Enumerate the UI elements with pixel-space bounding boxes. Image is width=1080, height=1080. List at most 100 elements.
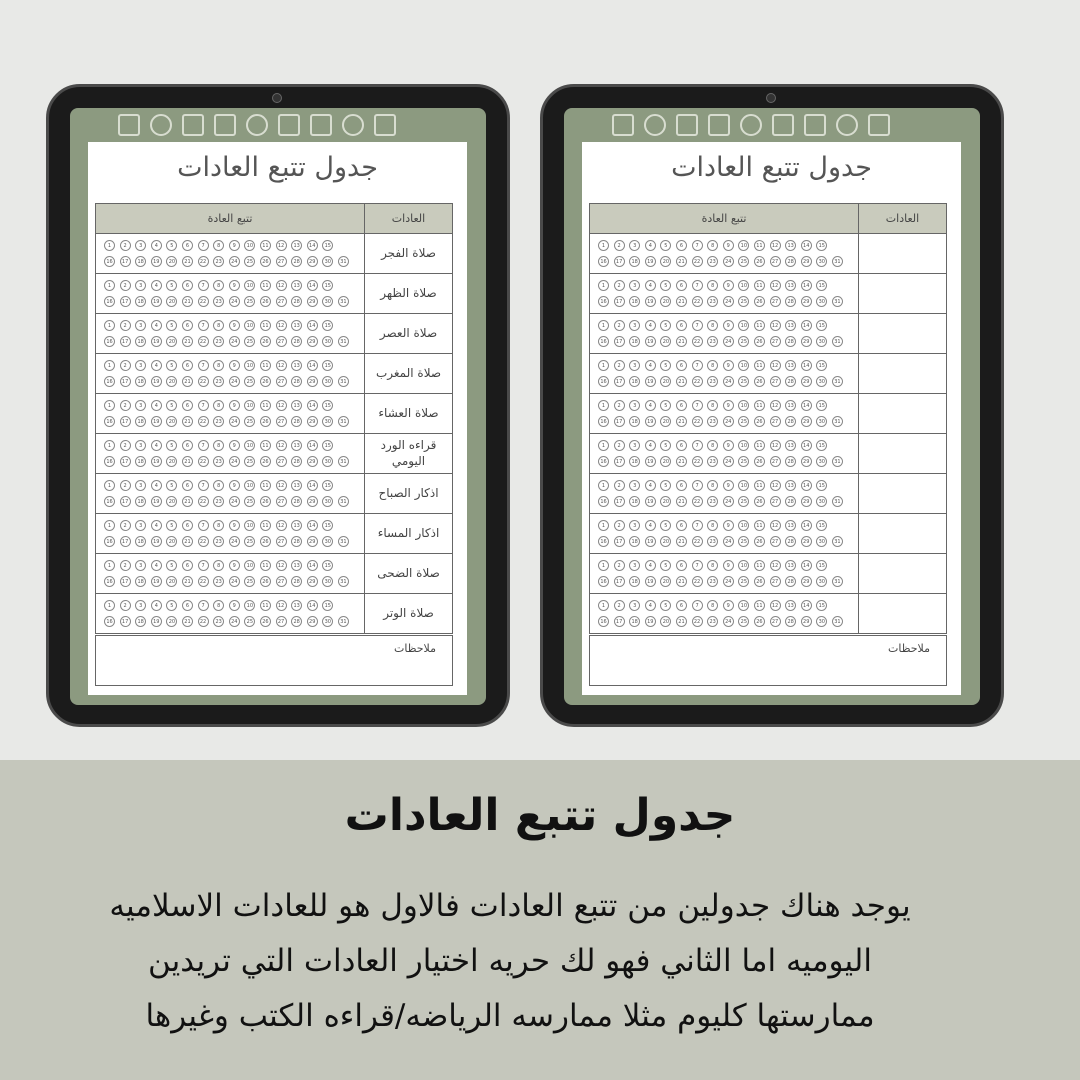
day-circle: 15	[322, 320, 334, 331]
day-circle: 14	[306, 560, 318, 571]
day-circle: 8	[213, 480, 225, 491]
day-circle: 10	[738, 560, 750, 571]
day-circle: 3	[629, 280, 641, 291]
day-circle: 19	[150, 256, 162, 267]
day-circle: 8	[213, 440, 225, 451]
day-circle: 31	[831, 296, 843, 307]
day-circle: 19	[644, 296, 656, 307]
day-circle: 15	[816, 480, 828, 491]
day-circle: 24	[722, 496, 734, 507]
day-circle: 6	[675, 440, 687, 451]
day-circle: 9	[722, 480, 734, 491]
day-circle: 5	[166, 400, 178, 411]
day-circle: 9	[722, 440, 734, 451]
day-circle: 28	[291, 536, 303, 547]
day-circle: 3	[135, 240, 147, 251]
day-circle: 21	[181, 616, 193, 627]
day-circle: 4	[150, 440, 162, 451]
day-circle: 7	[691, 280, 703, 291]
day-circle: 10	[738, 360, 750, 371]
day-circle: 6	[675, 360, 687, 371]
day-circle: 31	[337, 256, 349, 267]
day-row: 16 17 18 19 20 21 22 23 24 25 26 27 28 29 30 31	[104, 256, 349, 267]
day-circle: 1	[104, 280, 115, 291]
day-circle: 16	[104, 576, 115, 587]
icon	[150, 114, 172, 136]
day-circle: 8	[707, 520, 719, 531]
day-circle: 22	[691, 296, 703, 307]
day-circle: 26	[259, 616, 271, 627]
day-circle: 27	[769, 296, 781, 307]
day-circle: 11	[259, 480, 271, 491]
day-circle: 7	[691, 480, 703, 491]
day-circle: 10	[244, 440, 256, 451]
day-circle: 3	[629, 480, 641, 491]
day-circle: 16	[104, 336, 115, 347]
day-circle: 23	[213, 256, 225, 267]
day-circle: 4	[150, 480, 162, 491]
day-circle: 14	[306, 480, 318, 491]
day-circle: 18	[135, 456, 147, 467]
day-circle: 9	[722, 560, 734, 571]
day-circle: 1	[598, 280, 609, 291]
day-circle: 12	[769, 400, 781, 411]
day-circle: 16	[598, 496, 609, 507]
day-circle: 30	[322, 496, 334, 507]
day-circle: 16	[598, 536, 609, 547]
day-circle: 20	[660, 536, 672, 547]
day-circle: 24	[722, 456, 734, 467]
day-circle: 28	[291, 256, 303, 267]
day-circle: 10	[738, 440, 750, 451]
day-circle: 31	[831, 376, 843, 387]
day-circle: 19	[644, 496, 656, 507]
day-circle: 27	[275, 336, 287, 347]
tracking-cell: 1 2 3 4 5 6 7 8 9 10 11 12 13 14 15 16 17 18 19 20 21 22 23 24 2…	[589, 233, 859, 274]
day-circle: 17	[119, 456, 131, 467]
day-circle: 30	[322, 256, 334, 267]
day-circle: 13	[785, 560, 797, 571]
day-circle: 2	[613, 560, 625, 571]
day-circle: 17	[119, 376, 131, 387]
day-circle: 23	[213, 336, 225, 347]
day-circle: 1	[598, 240, 609, 251]
day-circle: 12	[275, 520, 287, 531]
habit-cell: اذكار المساء	[364, 513, 453, 554]
day-circle: 16	[104, 496, 115, 507]
day-circle: 12	[275, 400, 287, 411]
day-circle: 8	[707, 320, 719, 331]
day-circle: 2	[613, 360, 625, 371]
habit-cell: صلاة العصر	[364, 313, 453, 354]
day-circle: 14	[306, 400, 318, 411]
day-circle: 15	[322, 280, 334, 291]
day-circle: 30	[816, 616, 828, 627]
day-circle: 4	[644, 480, 656, 491]
day-circle: 18	[629, 616, 641, 627]
day-circle: 5	[166, 480, 178, 491]
day-circle: 16	[104, 296, 115, 307]
day-circle: 28	[291, 496, 303, 507]
day-circle: 6	[675, 480, 687, 491]
day-circle: 9	[722, 360, 734, 371]
day-circle: 23	[213, 376, 225, 387]
day-circle: 1	[598, 400, 609, 411]
day-circle: 31	[831, 496, 843, 507]
day-circle: 12	[769, 280, 781, 291]
day-row: 16 17 18 19 20 21 22 23 24 25 26 27 28 29 30 31	[104, 616, 349, 627]
habit-cell	[858, 393, 947, 434]
day-circle: 10	[244, 400, 256, 411]
day-circle: 17	[119, 496, 131, 507]
day-row: 1 2 3 4 5 6 7 8 9 10 11 12 13 14 15	[598, 480, 828, 491]
day-circle: 26	[753, 416, 765, 427]
day-circle: 16	[104, 256, 115, 267]
day-circle: 14	[800, 560, 812, 571]
day-circle: 25	[738, 296, 750, 307]
day-circle: 16	[598, 576, 609, 587]
day-circle: 11	[259, 600, 271, 611]
day-circle: 30	[816, 336, 828, 347]
day-circle: 13	[785, 320, 797, 331]
day-circle: 22	[197, 496, 209, 507]
day-circle: 29	[306, 536, 318, 547]
day-circle: 6	[181, 320, 193, 331]
day-circle: 17	[119, 576, 131, 587]
day-circle: 27	[275, 416, 287, 427]
